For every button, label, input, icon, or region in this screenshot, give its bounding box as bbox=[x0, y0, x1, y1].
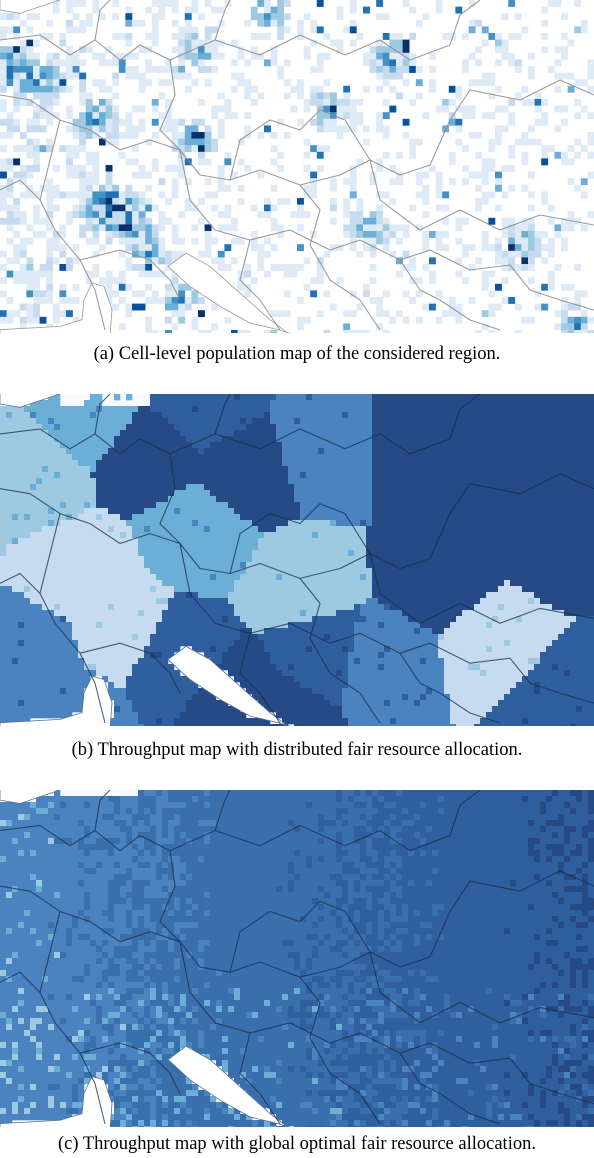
throughput-map-global-optimal-svg bbox=[0, 790, 594, 1127]
country-borders bbox=[0, 790, 594, 1125]
sea-area bbox=[0, 675, 113, 726]
throughput-map-distributed-svg bbox=[0, 394, 594, 726]
caption-c: (c) Throughput map with global optimal f… bbox=[58, 1134, 536, 1154]
sea-area bbox=[0, 282, 113, 333]
population-map bbox=[0, 0, 594, 333]
country-borders bbox=[0, 394, 594, 724]
throughput-cells bbox=[0, 790, 594, 1127]
sea-area bbox=[0, 790, 61, 804]
sea-area bbox=[167, 252, 291, 333]
country-borders bbox=[0, 0, 594, 331]
sea-area bbox=[0, 394, 61, 408]
sea-area bbox=[167, 645, 291, 726]
caption-b: (b) Throughput map with distributed fair… bbox=[71, 740, 523, 760]
population-cells bbox=[0, 0, 594, 333]
sea-area bbox=[0, 1075, 113, 1127]
throughput-map-global-optimal bbox=[0, 790, 594, 1127]
panel-a: (a) Cell-level population map of the con… bbox=[0, 0, 594, 372]
throughput-regions bbox=[0, 394, 594, 726]
throughput-map-distributed bbox=[0, 394, 594, 726]
panel-b: (b) Throughput map with distributed fair… bbox=[0, 394, 594, 766]
sea-area bbox=[167, 1045, 291, 1127]
population-map-svg bbox=[0, 0, 594, 333]
caption-a: (a) Cell-level population map of the con… bbox=[93, 344, 501, 364]
sea-area bbox=[0, 0, 61, 14]
panel-c: (c) Throughput map with global optimal f… bbox=[0, 790, 594, 1158]
